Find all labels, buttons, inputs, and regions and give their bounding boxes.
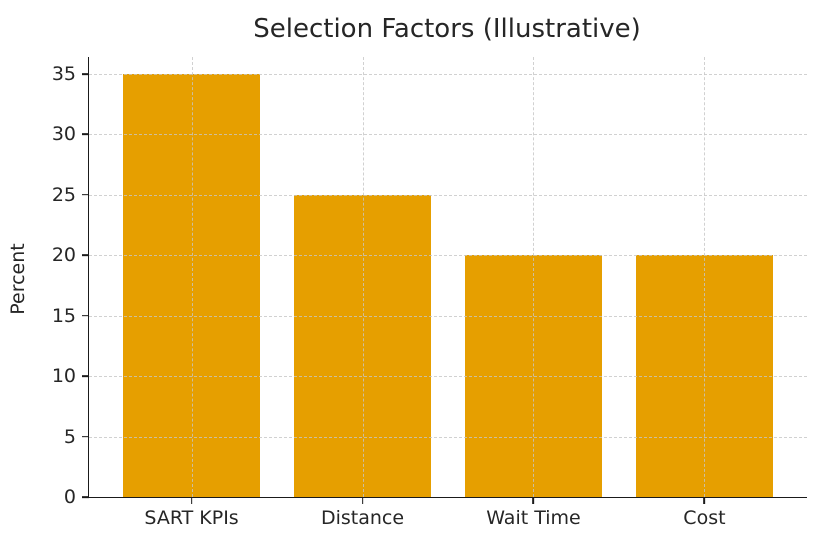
- x-tick-mark: [361, 497, 364, 504]
- y-tick-mark: [82, 73, 89, 75]
- y-tick-label: 30: [51, 123, 76, 146]
- chart-title: Selection Factors (Illustrative): [253, 14, 641, 44]
- gridline-horizontal: [89, 376, 807, 378]
- y-tick-label: 5: [63, 425, 76, 448]
- gridline-horizontal: [89, 134, 807, 136]
- y-tick-mark: [82, 254, 89, 257]
- gridline-vertical: [191, 57, 193, 497]
- y-tick-mark: [82, 375, 89, 377]
- y-tick-label: 35: [51, 62, 76, 85]
- gridline-horizontal: [89, 315, 807, 317]
- gridline-horizontal: [89, 194, 807, 196]
- y-tick-mark: [82, 435, 89, 438]
- y-tick-mark: [82, 314, 89, 317]
- y-tick-mark: [82, 193, 89, 196]
- gridline-vertical: [704, 57, 706, 497]
- gridline-vertical: [533, 57, 535, 497]
- x-tick-mark: [532, 497, 535, 504]
- x-tick-label: SART KPIs: [144, 507, 239, 529]
- x-tick-label: Wait Time: [486, 507, 581, 529]
- gridline-horizontal: [89, 255, 807, 257]
- y-tick-label: 15: [51, 304, 76, 327]
- x-tick-mark: [190, 497, 193, 504]
- y-tick-label: 0: [63, 486, 76, 508]
- y-tick-mark: [82, 496, 89, 498]
- x-tick-label: Cost: [683, 507, 726, 529]
- x-tick-mark: [703, 497, 706, 504]
- plot-area: 0 5 10 15 20 25 30 35 SART KPIs Distance Wait Time…: [52, 57, 807, 529]
- gridline-horizontal: [89, 73, 807, 75]
- gridline-horizontal: [89, 436, 807, 438]
- y-tick-label: 10: [51, 365, 76, 388]
- y-tick-label: 25: [51, 183, 76, 206]
- y-tick-mark: [82, 133, 89, 136]
- x-tick-label: Distance: [320, 507, 405, 529]
- y-tick-label: 20: [51, 244, 76, 267]
- gridline-vertical: [362, 57, 364, 497]
- y-axis-label: Percent: [7, 243, 29, 315]
